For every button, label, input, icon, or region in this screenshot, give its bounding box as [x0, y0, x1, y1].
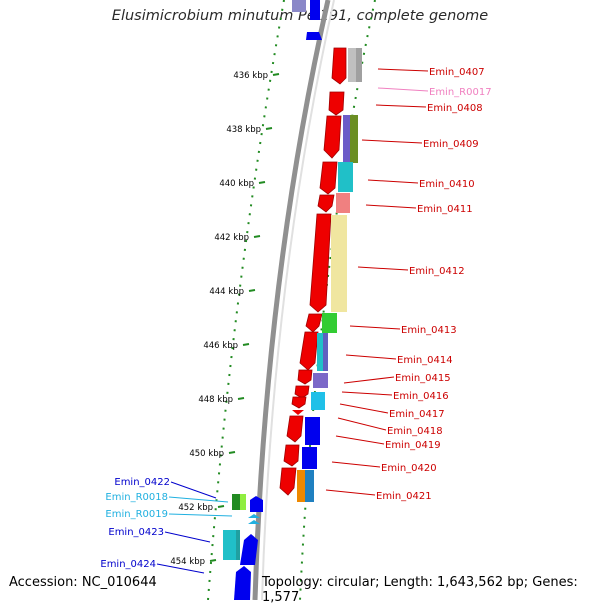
gene-label: Emin_0414 — [397, 355, 453, 366]
gene-leader-line — [337, 417, 387, 431]
scale-ticks: 436 kbp 438 kbp 440 kbp 442 kbp 444 kbp 446 k… — [170, 71, 280, 567]
scale-tick-mark — [253, 235, 261, 238]
gene-label: Emin_0424 — [100, 559, 156, 570]
scale-tick-mark — [228, 451, 236, 454]
scale-tick-label: 442 kbp — [214, 233, 249, 243]
scale-tick-mark — [237, 397, 245, 400]
scale-tick-label: 450 kbp — [189, 449, 224, 459]
gene-label: Emin_R0019 — [105, 509, 168, 520]
scale-tick-mark — [209, 559, 217, 562]
scale-tick-label: 448 kbp — [198, 395, 233, 405]
scale-tick-mark — [242, 343, 250, 346]
scale-tick-label: 444 kbp — [209, 287, 244, 297]
right-category-blocks — [297, 48, 362, 502]
gene-label: Emin_0411 — [417, 204, 473, 215]
inner-dotted-ring — [207, 0, 285, 600]
left-strand-genes — [223, 494, 263, 600]
gene-label: Emin_0420 — [381, 463, 437, 474]
gene-label: Emin_0421 — [376, 491, 432, 502]
gene-label: Emin_0423 — [108, 527, 164, 538]
gene-label: Emin_0416 — [393, 391, 449, 402]
gene-leader-line — [367, 179, 419, 184]
scale-tick-mark — [217, 505, 225, 508]
gene-leader-line — [168, 513, 233, 517]
top-stub-genes — [292, 0, 322, 40]
gene-label: Emin_0419 — [385, 440, 441, 451]
gene-leader-line — [339, 403, 389, 414]
gene-leader-line — [349, 325, 401, 330]
gene-leader-line — [170, 481, 217, 499]
gene-leader-line — [357, 266, 409, 271]
scale-tick-mark — [265, 127, 273, 130]
scale-tick-mark — [248, 289, 256, 292]
accession-text: Accession: NC_010644 — [9, 575, 157, 590]
scale-tick-label: 440 kbp — [219, 179, 254, 189]
genome-title: Elusimicrobium minutum Pei191, complete … — [111, 8, 489, 24]
left-gene-labels: Emin_0422 Emin_R0018 Emin_R0019 Emin_0423 Em… — [100, 477, 233, 574]
gene-label: Emin_0422 — [114, 477, 170, 488]
gene-label: Emin_0409 — [423, 139, 479, 150]
gene-leader-line — [325, 489, 376, 496]
gene-label: Emin_0415 — [395, 373, 451, 384]
topology-text: Topology: circular; Length: 1,643,562 bp… — [262, 575, 578, 605]
gene-leader-line — [361, 139, 423, 144]
gene-label: Emin_0417 — [389, 409, 445, 420]
gene-label: Emin_0410 — [419, 179, 475, 190]
gene-leader-line — [156, 563, 205, 574]
scale-tick-mark — [272, 73, 280, 76]
scale-tick-label: 452 kbp — [178, 503, 213, 513]
gene-leader-line — [345, 354, 397, 360]
gene-label: Emin_0413 — [401, 325, 457, 336]
gene-leader-line — [377, 68, 429, 72]
gene-leader-line — [341, 391, 393, 396]
right-gene-labels: Emin_0407 Emin_R0017 Emin_0408 Emin_0409 Emi… — [325, 67, 492, 502]
gene-leader-line — [375, 104, 427, 108]
gene-label: Emin_0408 — [427, 103, 483, 114]
scale-tick-mark — [258, 181, 266, 184]
gene-leader-line — [164, 531, 211, 543]
right-strand-genes — [279, 47, 347, 496]
gene-leader-line — [331, 461, 381, 468]
gene-leader-line — [335, 435, 385, 445]
gene-leader-line — [377, 87, 429, 92]
gene-leader-line — [343, 376, 395, 384]
gene-label: Emin_R0017 — [429, 87, 492, 98]
scale-tick-label: 438 kbp — [226, 125, 261, 135]
gene-label: Emin_R0018 — [105, 492, 168, 503]
scale-tick-label: 436 kbp — [233, 71, 268, 81]
gene-label: Emin_0407 — [429, 67, 485, 78]
gene-leader-line — [168, 496, 229, 503]
gene-label: Emin_0412 — [409, 266, 465, 277]
gene-leader-line — [365, 204, 417, 209]
scale-tick-label: 446 kbp — [203, 341, 238, 351]
gene-label: Emin_0418 — [387, 426, 443, 437]
scale-tick-label: 454 kbp — [170, 557, 205, 567]
